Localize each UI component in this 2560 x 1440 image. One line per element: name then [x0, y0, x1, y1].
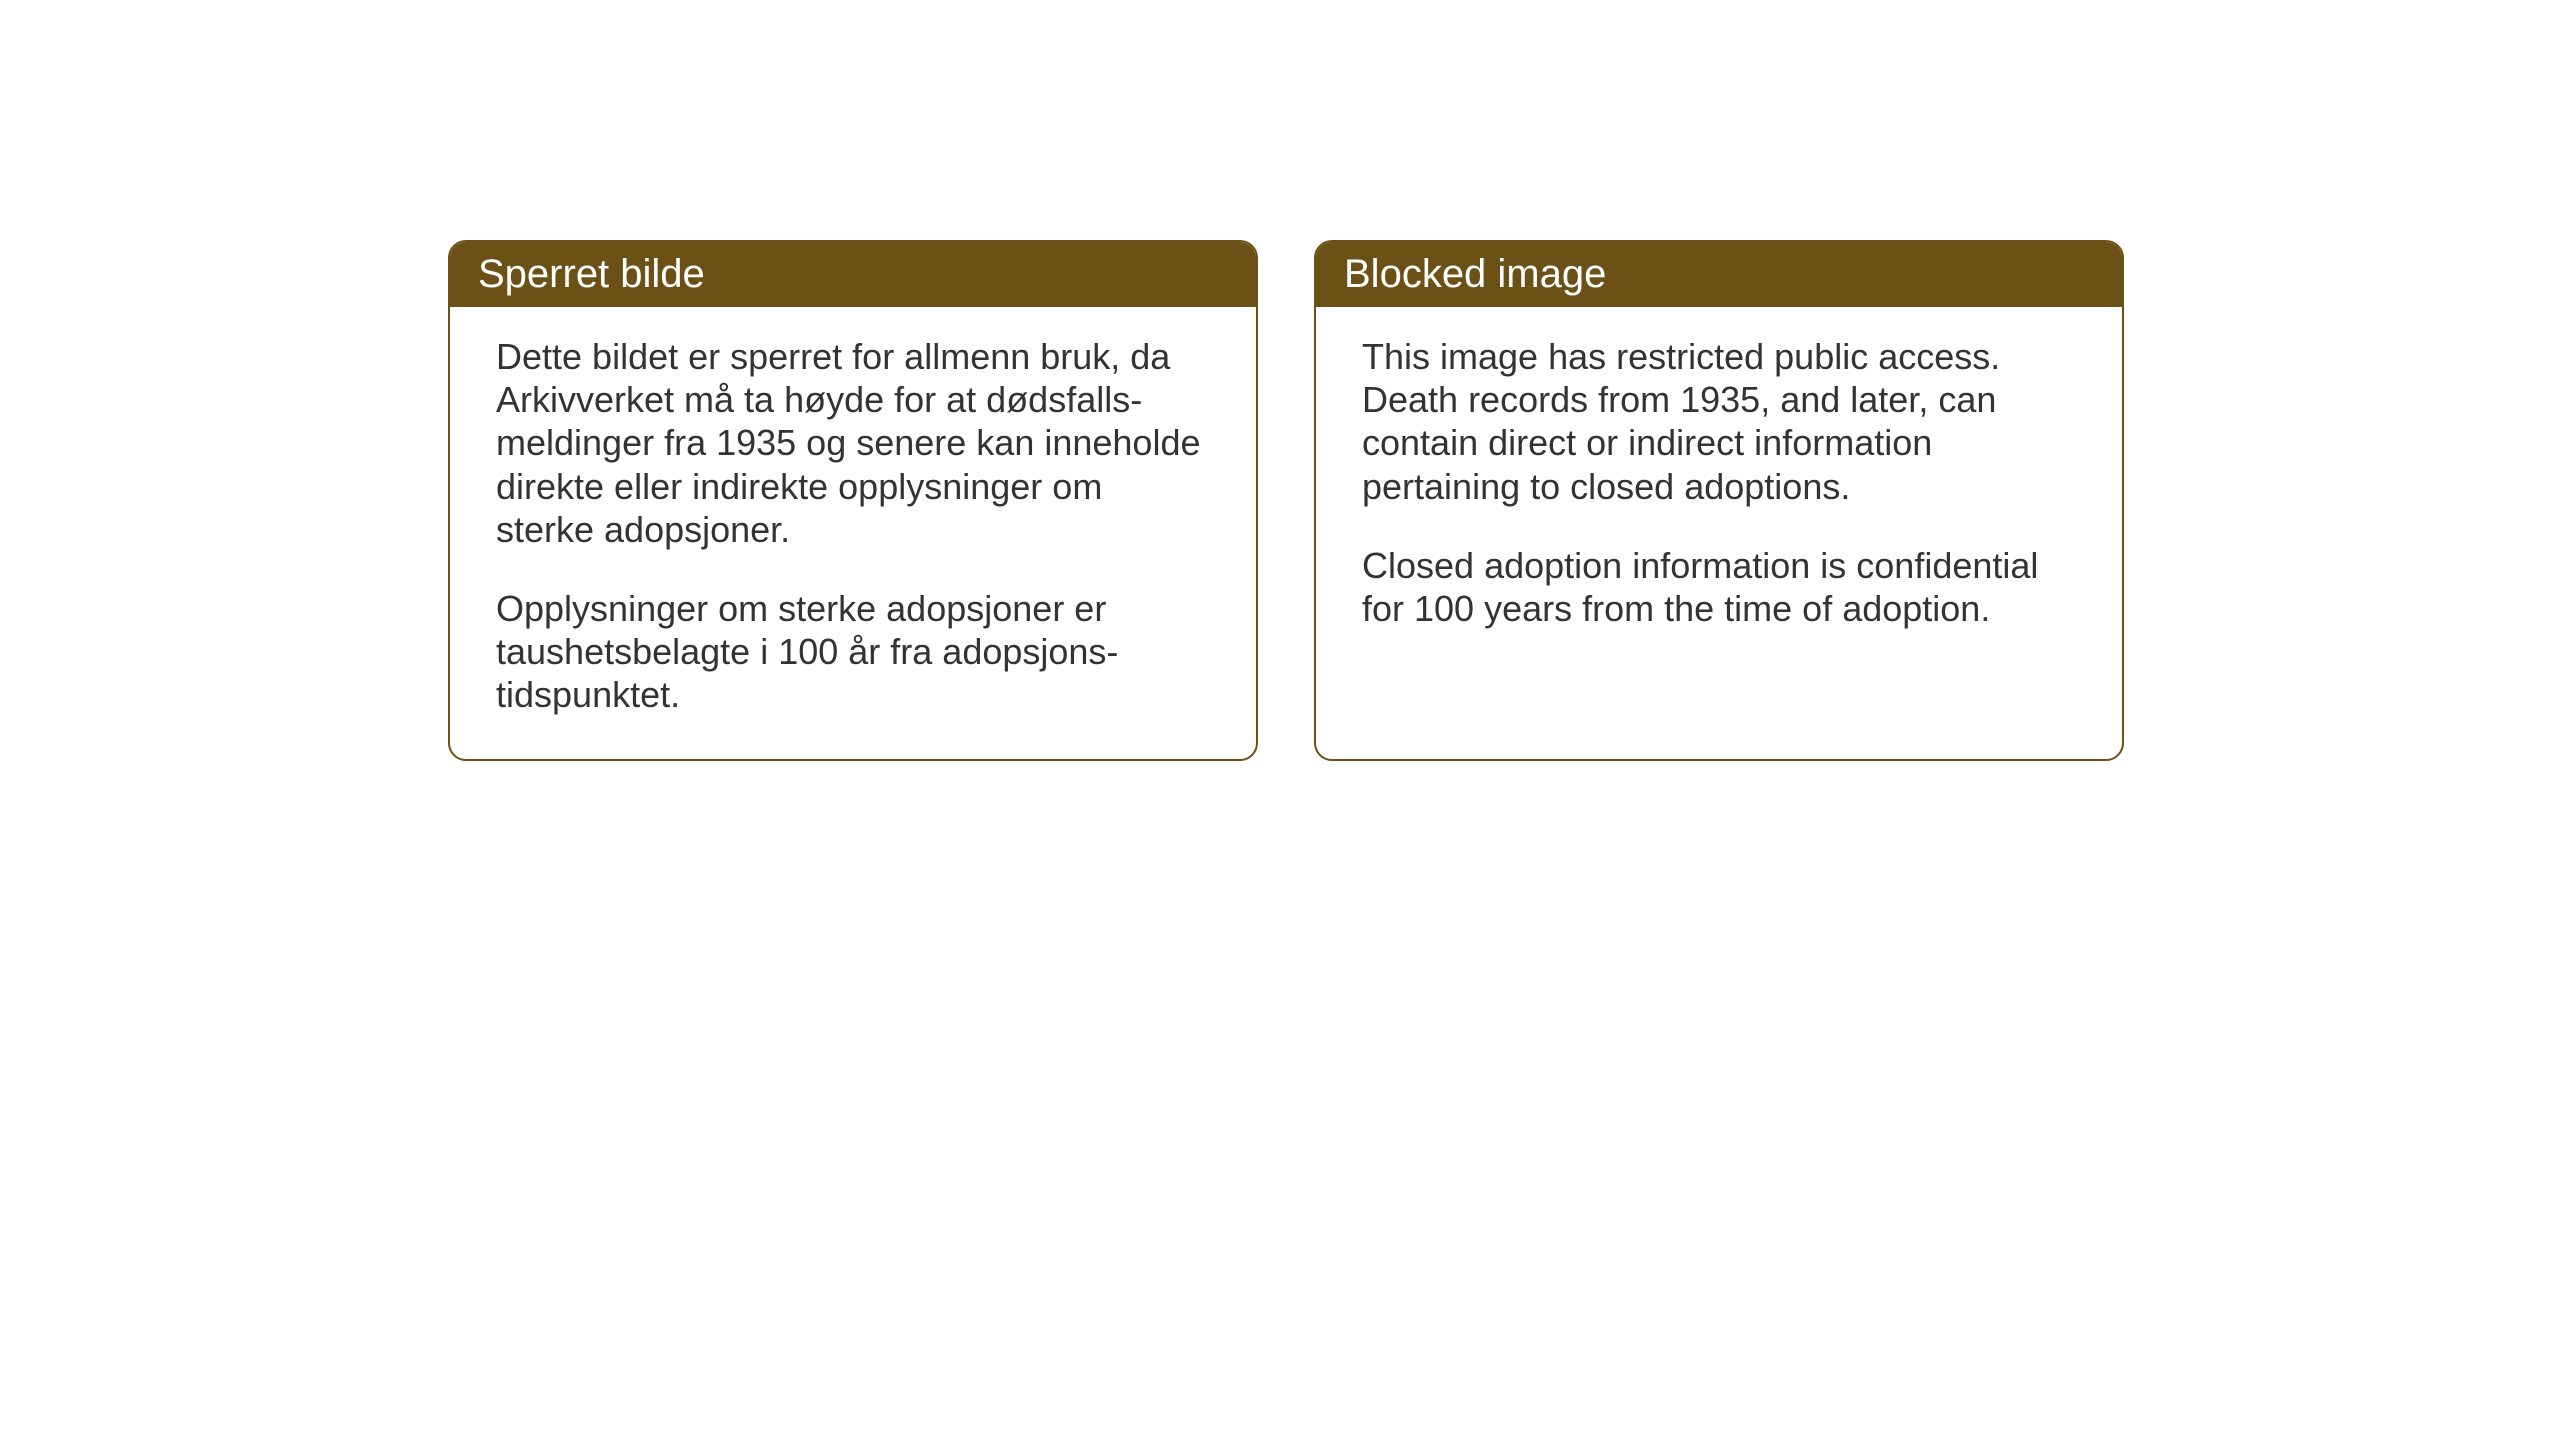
english-card-body: This image has restricted public access.… — [1316, 307, 2122, 672]
norwegian-card-title: Sperret bilde — [450, 242, 1256, 307]
norwegian-paragraph-2: Opplysninger om sterke adopsjoner er tau… — [496, 587, 1210, 717]
norwegian-notice-card: Sperret bilde Dette bildet er sperret fo… — [448, 240, 1258, 761]
english-paragraph-1: This image has restricted public access.… — [1362, 335, 2076, 508]
english-card-title: Blocked image — [1316, 242, 2122, 307]
english-paragraph-2: Closed adoption information is confident… — [1362, 544, 2076, 630]
norwegian-paragraph-1: Dette bildet er sperret for allmenn bruk… — [496, 335, 1210, 551]
norwegian-card-body: Dette bildet er sperret for allmenn bruk… — [450, 307, 1256, 759]
cards-container: Sperret bilde Dette bildet er sperret fo… — [448, 240, 2124, 761]
english-notice-card: Blocked image This image has restricted … — [1314, 240, 2124, 761]
